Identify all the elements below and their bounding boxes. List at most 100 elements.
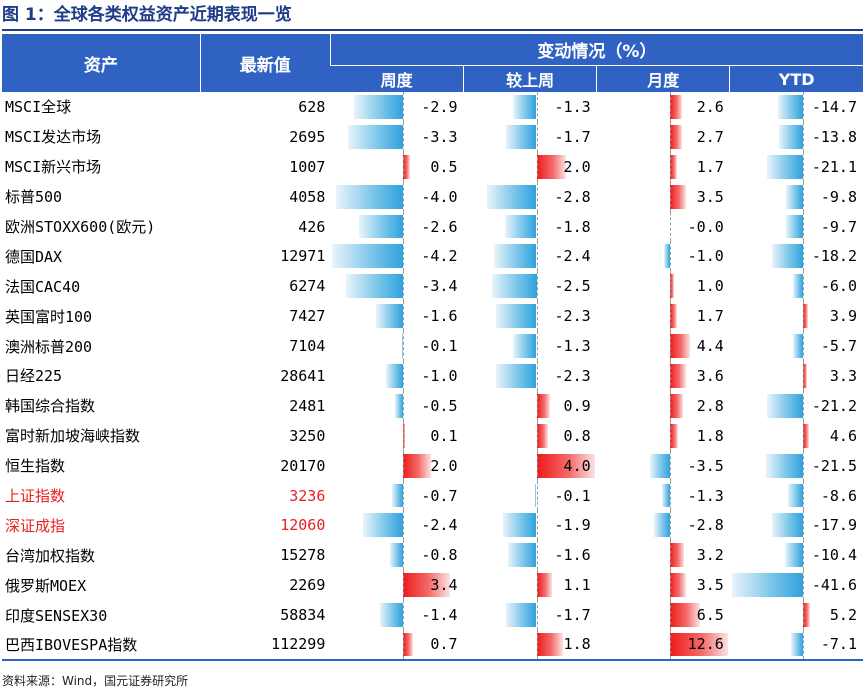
- header-ytd: YTD: [729, 65, 863, 92]
- zero-axis-line: [403, 600, 405, 631]
- weekly-data-bar: [403, 154, 411, 179]
- monthly-value: 3.6: [696, 366, 724, 385]
- weekly-value: -0.1: [421, 337, 458, 356]
- ytd-value: -7.1: [820, 635, 857, 654]
- table-row: MSCI全球 628 -2.9 -1.3 2.6 -14.7: [2, 92, 863, 122]
- asset-name: 英国富时100: [5, 307, 93, 326]
- monthly-value: -1.0: [687, 247, 724, 266]
- vs-last-week-value: 4.0: [563, 456, 591, 475]
- table-row: 欧洲STOXX600(欧元) 426 -2.6 -1.8 -0.0 -9.7: [2, 211, 863, 242]
- monthly-data-bar: [669, 184, 686, 209]
- ytd-data-bar: [771, 244, 803, 269]
- title-rule: [2, 29, 863, 31]
- weekly-value: -0.7: [421, 486, 458, 505]
- zero-axis-line: [536, 570, 538, 601]
- zero-axis-line: [536, 92, 538, 122]
- zero-axis-line: [536, 181, 538, 212]
- zero-axis-line: [536, 361, 538, 391]
- vs-last-week-cell: 2.0: [464, 151, 597, 182]
- weekly-cell: 0.1: [330, 420, 463, 451]
- weekly-cell: -3.4: [330, 271, 463, 302]
- zero-axis-line: [669, 630, 671, 659]
- vs-last-week-value: 1.8: [563, 635, 591, 654]
- table-row: 法国CAC40 6274 -3.4 -2.5 1.0 -6.0: [2, 271, 863, 302]
- weekly-data-bar: [403, 453, 431, 478]
- vs-last-week-cell: -2.5: [464, 271, 597, 302]
- monthly-cell: -3.5: [597, 450, 730, 481]
- monthly-cell: 3.6: [597, 361, 730, 391]
- weekly-data-bar: [332, 244, 404, 269]
- monthly-cell: 2.7: [597, 121, 730, 152]
- ytd-value: -21.1: [811, 157, 857, 176]
- weekly-cell: -1.6: [330, 301, 463, 332]
- weekly-cell: -2.9: [330, 92, 463, 122]
- weekly-cell: 0.5: [330, 151, 463, 182]
- weekly-cell: -3.3: [330, 121, 463, 152]
- zero-axis-line: [669, 92, 671, 122]
- vs-last-week-cell: -2.4: [464, 241, 597, 272]
- zero-axis-line: [403, 121, 405, 152]
- vs-last-week-value: -2.8: [554, 187, 591, 206]
- zero-axis-line: [669, 301, 671, 332]
- ytd-data-bar: [766, 453, 803, 478]
- zero-axis-line: [802, 301, 804, 332]
- zero-axis-line: [536, 600, 538, 631]
- table-body: MSCI全球 628 -2.9 -1.3 2.6 -14.7 MSCI发达市场 2695 -3.…: [2, 92, 863, 661]
- ytd-cell: -18.2: [730, 241, 863, 272]
- asset-name: 台湾加权指数: [5, 546, 96, 565]
- monthly-value: 6.5: [696, 606, 724, 625]
- vs-last-week-cell: 0.8: [464, 420, 597, 451]
- ytd-value: -13.8: [811, 127, 857, 146]
- vs-last-week-data-bar: [508, 543, 537, 568]
- vs-last-week-cell: -1.3: [464, 331, 597, 362]
- zero-axis-line: [669, 510, 671, 541]
- zero-axis-line: [536, 121, 538, 152]
- latest-value: 7427: [289, 307, 326, 326]
- asset-name: 深证成指: [5, 516, 66, 535]
- latest-value: 12060: [280, 516, 326, 535]
- zero-axis-line: [403, 390, 405, 421]
- ytd-data-bar: [786, 214, 803, 239]
- weekly-cell: 2.0: [330, 450, 463, 481]
- weekly-data-bar: [347, 124, 404, 149]
- zero-axis-line: [802, 92, 804, 122]
- vs-last-week-data-bar: [493, 244, 537, 269]
- zero-axis-line: [403, 570, 405, 601]
- weekly-data-bar: [359, 214, 404, 239]
- ytd-cell: 3.9: [730, 301, 863, 332]
- table-row: 富时新加坡海峡指数 3250 0.1 0.8 1.8 4.6: [2, 420, 863, 451]
- monthly-value: 1.7: [696, 157, 724, 176]
- ytd-cell: -13.8: [730, 121, 863, 152]
- vs-last-week-value: -2.5: [554, 277, 591, 296]
- zero-axis-line: [802, 390, 804, 421]
- ytd-value: -41.6: [811, 576, 857, 595]
- weekly-data-bar: [403, 633, 414, 656]
- vs-last-week-value: -1.9: [554, 516, 591, 535]
- monthly-value: 1.0: [696, 277, 724, 296]
- ytd-value: 3.3: [829, 366, 857, 385]
- table-row: 印度SENSEX30 58834 -1.4 -1.7 6.5 5.2: [2, 600, 863, 631]
- monthly-cell: 1.7: [597, 301, 730, 332]
- weekly-data-bar: [403, 573, 451, 598]
- vs-last-week-value: -0.1: [554, 486, 591, 505]
- asset-name: 日经225: [5, 367, 63, 386]
- monthly-cell: -1.3: [597, 480, 730, 511]
- vs-last-week-data-bar: [486, 184, 537, 209]
- ytd-data-bar: [785, 543, 803, 568]
- weekly-data-bar: [401, 334, 404, 359]
- zero-axis-line: [802, 540, 804, 571]
- asset-name: 德国DAX: [5, 247, 63, 266]
- weekly-data-bar: [376, 304, 404, 329]
- table-row: 澳洲标普200 7104 -0.1 -1.3 4.4 -5.7: [2, 331, 863, 362]
- ytd-value: -18.2: [811, 247, 857, 266]
- ytd-value: -6.0: [820, 277, 857, 296]
- zero-axis-line: [536, 331, 538, 362]
- vs-last-week-data-bar: [536, 633, 563, 656]
- table-row: 深证成指 12060 -2.4 -1.9 -2.8 -17.9: [2, 510, 863, 541]
- weekly-value: -3.4: [421, 277, 458, 296]
- zero-axis-line: [669, 600, 671, 631]
- ytd-data-bar: [802, 603, 811, 628]
- weekly-cell: 0.7: [330, 630, 464, 661]
- monthly-data-bar: [669, 633, 728, 656]
- zero-axis-line: [802, 361, 804, 391]
